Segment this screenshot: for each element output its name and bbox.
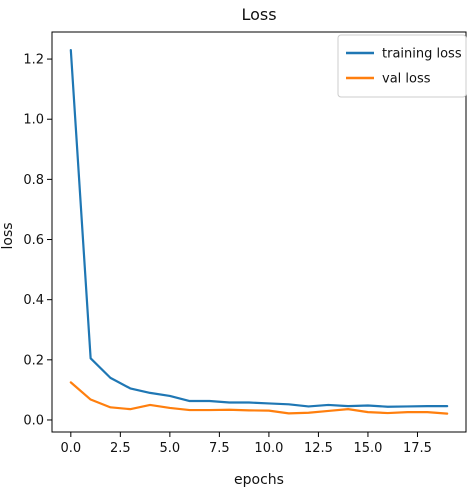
x-tick-label: 15.0: [353, 441, 382, 456]
x-tick-label: 2.5: [110, 441, 131, 456]
plot-area: [51, 31, 467, 433]
x-tick-label: 5.0: [160, 441, 181, 456]
legend-label: val loss: [382, 72, 431, 87]
y-axis-label: loss: [0, 222, 16, 249]
legend-items: training loss val loss: [346, 47, 462, 87]
y-axis-ticks: 0.0 0.2 0.4 0.6 0.8 1.0 1.2: [23, 53, 52, 428]
x-tick-label: 17.5: [403, 441, 432, 456]
y-tick-label: 0.8: [23, 173, 44, 188]
series-layer: [69, 48, 449, 415]
y-tick-label: 0.6: [23, 233, 44, 248]
y-tick-label: 1.2: [23, 53, 44, 68]
x-tick-label: 10.0: [254, 441, 283, 456]
series-line-training-loss: [69, 48, 449, 408]
series-line-val-loss: [69, 381, 449, 415]
y-tick-label: 1.0: [23, 113, 44, 128]
y-tick-label: 0.4: [23, 293, 44, 308]
chart-title: Loss: [241, 5, 276, 24]
x-tick-label: 7.5: [209, 441, 230, 456]
legend: training loss val loss: [337, 34, 467, 98]
legend-box: [337, 34, 467, 98]
x-tick-label: 0.0: [60, 441, 81, 456]
x-tick-label: 12.5: [304, 441, 333, 456]
x-axis-label: epochs: [234, 472, 284, 488]
plot-frame: [51, 31, 467, 433]
y-tick-label: 0.2: [23, 353, 44, 368]
legend-label: training loss: [382, 47, 462, 62]
x-axis-ticks: 0.0 2.5 5.0 7.5 10.0 12.5 15.0 17.5: [60, 432, 432, 456]
y-tick-label: 0.0: [23, 413, 44, 428]
